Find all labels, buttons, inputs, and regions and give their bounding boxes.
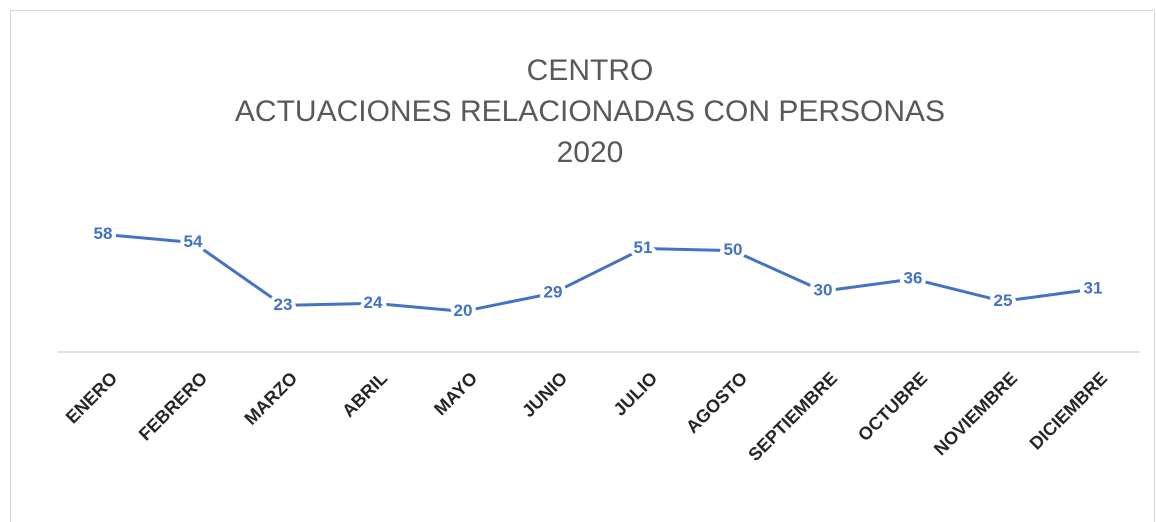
data-label: 24 [364, 293, 383, 312]
data-label: 20 [454, 301, 473, 320]
data-label: 50 [724, 240, 743, 259]
chart-title: 2020 [557, 136, 624, 169]
chart-title: ACTUACIONES RELACIONADAS CON PERSONAS [235, 95, 945, 128]
data-label: 30 [814, 281, 833, 300]
data-label: 51 [634, 238, 653, 257]
data-label: 25 [994, 291, 1013, 310]
line [102, 232, 1094, 313]
chart-title: CENTRO [527, 54, 654, 87]
data-label: 29 [544, 283, 563, 302]
data-label: 58 [94, 224, 113, 243]
chart-border [10, 10, 1155, 522]
data-label: 36 [904, 268, 923, 287]
data-label: 31 [1084, 279, 1103, 298]
data-label: 23 [274, 295, 293, 314]
data-label: 54 [184, 232, 203, 251]
